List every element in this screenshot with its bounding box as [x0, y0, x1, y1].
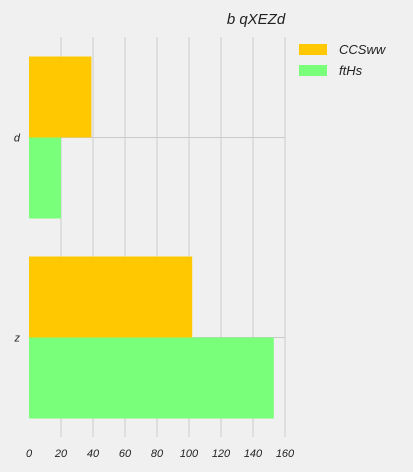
legend-swatch-ftHs [299, 65, 327, 76]
y-tick-label: d [14, 133, 21, 145]
legend-label-ftHs: ftHs [339, 63, 363, 78]
x-tick-label: 40 [87, 448, 100, 460]
legend-swatch-CCSww [299, 44, 327, 55]
x-tick-label: 80 [151, 448, 164, 460]
x-tick-label: 20 [54, 448, 68, 460]
bars [29, 56, 274, 419]
bar-ftHs-d [29, 137, 61, 219]
bar-CCSww-d [29, 56, 92, 138]
y-axis: dz [14, 133, 21, 345]
legend: CCSww ftHs [299, 42, 387, 78]
bar-CCSww-z [29, 256, 193, 338]
x-axis: 0 20 40 60 80 100 120 140 160 [26, 448, 295, 460]
x-tick-label: 60 [119, 448, 132, 460]
x-tick-label: 0 [26, 448, 33, 460]
legend-label-CCSww: CCSww [339, 42, 387, 57]
y-tick-label: z [14, 333, 21, 345]
x-tick-label: 140 [244, 448, 263, 460]
chart-title: b qXEZd [227, 11, 286, 28]
x-tick-label: 120 [212, 448, 231, 460]
x-tick-label: 100 [180, 448, 199, 460]
x-tick-label: 160 [276, 448, 295, 460]
bar-ftHs-z [29, 337, 274, 419]
